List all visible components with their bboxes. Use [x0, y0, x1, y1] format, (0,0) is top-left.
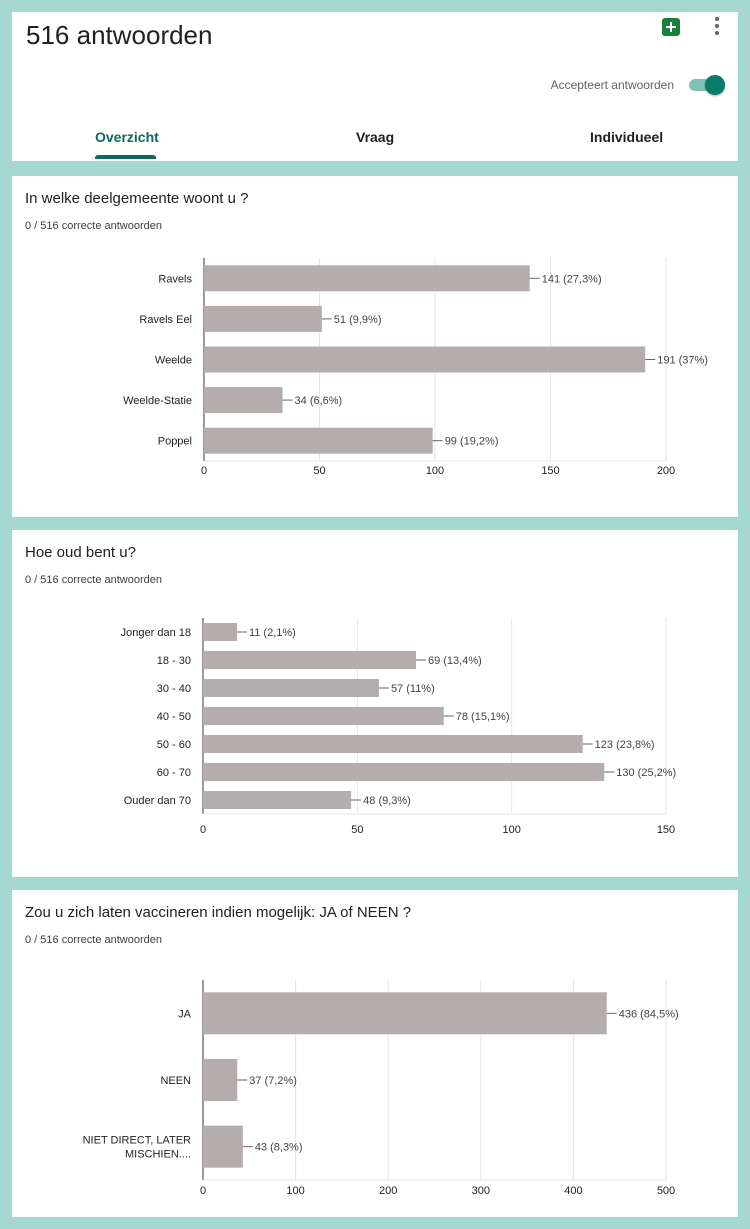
category-label: MISCHIEN.... [125, 1149, 191, 1161]
data-label: 51 (9,9%) [334, 314, 382, 326]
x-tick-label: 200 [379, 1185, 397, 1197]
correct-answers-count: 0 / 516 correcte antwoorden [25, 574, 162, 586]
bar[interactable] [203, 791, 352, 809]
accepting-responses-label: Accepteert antwoorden [550, 78, 674, 92]
bar[interactable] [203, 735, 583, 753]
category-label: Poppel [158, 436, 192, 448]
x-tick-label: 100 [502, 824, 520, 836]
x-tick-label: 150 [657, 824, 675, 836]
responses-header-card: 516 antwoorden Accepteert antwoorden Ove… [12, 12, 738, 161]
tab-overview[interactable]: Overzicht [95, 129, 159, 145]
category-label: 30 - 40 [157, 683, 191, 695]
category-label: Jonger dan 18 [121, 627, 191, 639]
data-label: 34 (6,6%) [295, 395, 343, 407]
question-title: Zou u zich laten vaccineren indien mogel… [25, 904, 412, 921]
bar[interactable] [203, 679, 379, 697]
data-label: 191 (37%) [657, 355, 708, 367]
data-label: 37 (7,2%) [249, 1075, 297, 1087]
question-card-district: In welke deelgemeente woont u ? 0 / 516 … [12, 176, 738, 517]
data-label: 11 (2,1%) [249, 627, 296, 639]
category-label: JA [178, 1008, 192, 1020]
bar[interactable] [203, 707, 444, 725]
bar[interactable] [203, 623, 237, 641]
bar[interactable] [203, 992, 607, 1035]
category-label: NIET DIRECT, LATER [83, 1135, 191, 1147]
category-label: NEEN [160, 1075, 191, 1087]
correct-answers-count: 0 / 516 correcte antwoorden [25, 220, 162, 232]
x-tick-label: 400 [564, 1185, 582, 1197]
tab-individual[interactable]: Individueel [590, 129, 664, 145]
x-tick-label: 150 [541, 465, 559, 477]
x-tick-label: 0 [200, 1185, 206, 1197]
more-vertical-icon[interactable] [710, 17, 724, 37]
category-label: Weelde [155, 355, 192, 367]
category-label: 40 - 50 [157, 711, 191, 723]
x-tick-label: 100 [286, 1185, 304, 1197]
data-label: 436 (84,5%) [619, 1008, 679, 1020]
x-tick-label: 50 [313, 465, 325, 477]
category-label: 18 - 30 [157, 655, 191, 667]
active-tab-indicator [95, 155, 156, 159]
data-label: 69 (13,4%) [428, 655, 482, 667]
category-label: Weelde-Statie [123, 395, 192, 407]
x-tick-label: 200 [657, 465, 675, 477]
toggle-thumb [705, 75, 725, 95]
google-sheets-icon[interactable] [662, 18, 680, 36]
category-label: Ouder dan 70 [124, 795, 191, 807]
bar[interactable] [204, 387, 283, 414]
accepting-responses-toggle[interactable] [689, 75, 725, 95]
x-tick-label: 300 [472, 1185, 490, 1197]
bar[interactable] [204, 265, 530, 292]
x-tick-label: 50 [351, 824, 363, 836]
category-label: 60 - 70 [157, 767, 191, 779]
data-label: 123 (23,8%) [595, 739, 655, 751]
question-card-age: Hoe oud bent u? 0 / 516 correcte antwoor… [12, 530, 738, 877]
category-label: 50 - 60 [157, 739, 191, 751]
data-label: 43 (8,3%) [255, 1142, 303, 1154]
category-label: Ravels Eel [139, 314, 192, 326]
bar[interactable] [204, 427, 433, 454]
bar[interactable] [204, 346, 646, 373]
data-label: 57 (11%) [391, 683, 435, 695]
data-label: 141 (27,3%) [542, 273, 602, 285]
data-label: 130 (25,2%) [616, 767, 676, 779]
responses-count-title: 516 antwoorden [26, 20, 213, 50]
correct-answers-count: 0 / 516 correcte antwoorden [25, 934, 162, 946]
tab-question[interactable]: Vraag [356, 129, 395, 145]
bar[interactable] [203, 651, 416, 669]
data-label: 78 (15,1%) [456, 711, 510, 723]
bar-chart-vaccination: 0 100 200 300 400 500 436 (84,5%) JA 37 (7,2%) NE… [83, 980, 679, 1197]
x-tick-label: 0 [200, 824, 206, 836]
bar[interactable] [203, 763, 605, 781]
question-title: In welke deelgemeente woont u ? [25, 190, 249, 207]
x-tick-label: 0 [201, 465, 207, 477]
category-label: Ravels [158, 273, 192, 285]
data-label: 48 (9,3%) [363, 795, 411, 807]
bar[interactable] [203, 1059, 238, 1101]
bar[interactable] [203, 1125, 243, 1168]
bar-chart-age: 0 50 100 150 11 (2,1%) Jonger dan 18 69 (13,4%… [121, 618, 676, 836]
bar[interactable] [204, 305, 322, 332]
x-tick-label: 100 [426, 465, 444, 477]
question-title: Hoe oud bent u? [25, 544, 136, 561]
bar-chart-district: 0 50 100 150 200 141 (27,3%) Ravels 51 (9,9%) Ra… [123, 258, 708, 477]
data-label: 99 (19,2%) [445, 436, 499, 448]
question-card-vaccination: Zou u zich laten vaccineren indien mogel… [12, 890, 738, 1217]
x-tick-label: 500 [657, 1185, 675, 1197]
